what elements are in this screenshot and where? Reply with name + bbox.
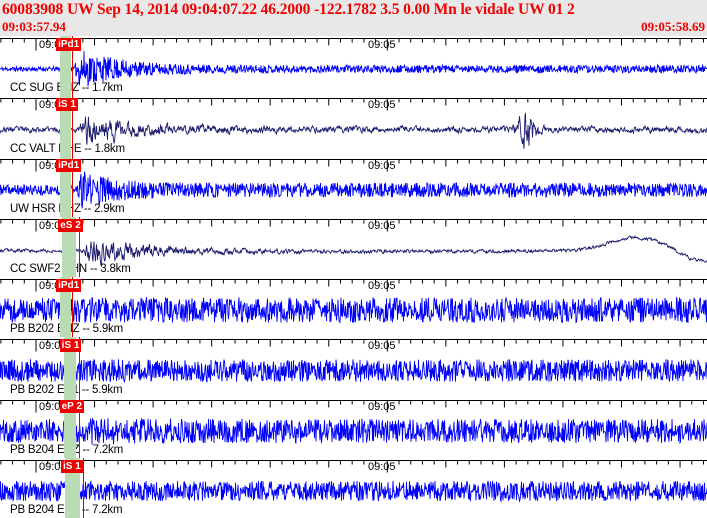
pick-uncertainty-band <box>65 458 80 518</box>
event-title: 60083908 UW Sep 14, 2014 09:04:07.22 46.… <box>2 1 575 18</box>
waveform-trace <box>0 358 707 384</box>
window-end-time: 09:05:58.69 <box>641 19 705 34</box>
phase-flag[interactable]: iPd1 <box>56 279 82 292</box>
trace-canvas <box>0 279 707 324</box>
axis-tick-label: 09:05 <box>368 99 396 111</box>
trace-canvas <box>0 460 707 503</box>
trace-canvas <box>0 339 707 384</box>
phase-pick-line[interactable] <box>79 398 81 458</box>
axis-tick-label: 09:05 <box>368 39 396 51</box>
pick-uncertainty-band <box>63 337 77 398</box>
axis-tick-label: 09:05 <box>368 160 396 172</box>
phase-flag[interactable]: eP 2 <box>59 400 85 413</box>
axis-tick-label: 09:05 <box>368 280 396 292</box>
phase-pick-line[interactable] <box>83 458 85 518</box>
trace-canvas <box>0 219 707 268</box>
phase-pick-line[interactable] <box>79 217 81 277</box>
phase-flag[interactable]: iPd1 <box>56 38 82 51</box>
trace-canvas <box>0 38 707 87</box>
pick-uncertainty-band <box>60 277 71 337</box>
waveform-trace <box>0 296 707 324</box>
axis-tick-label: 09:05 <box>368 340 396 352</box>
phase-pick-line[interactable] <box>72 157 74 217</box>
event-header: 60083908 UW Sep 14, 2014 09:04:07.22 46.… <box>0 0 707 36</box>
waveform-trace <box>0 417 707 445</box>
pick-uncertainty-band <box>60 36 71 96</box>
pick-uncertainty-band <box>63 398 77 458</box>
pick-uncertainty-band <box>62 217 77 277</box>
pick-uncertainty-band <box>60 157 71 217</box>
window-start-time: 09:03:57.94 <box>2 19 66 34</box>
waveform-trace <box>0 235 707 268</box>
phase-flag[interactable]: iPd1 <box>56 159 82 172</box>
trace-canvas <box>0 159 707 209</box>
phase-pick-line[interactable] <box>72 36 74 96</box>
axis-tick-label: 09:05 <box>368 401 396 413</box>
waveform-trace <box>0 51 707 87</box>
phase-pick-line[interactable] <box>72 96 74 157</box>
phase-flag[interactable]: iS 1 <box>56 98 78 111</box>
waveform-trace <box>0 171 707 209</box>
waveform-trace <box>0 480 707 503</box>
axis-tick-label: 09:05 <box>368 461 396 473</box>
phase-flag[interactable]: iS 1 <box>61 460 83 473</box>
phase-pick-line[interactable] <box>79 337 81 398</box>
axis-tick-label: 09:05 <box>368 220 396 232</box>
phase-flag[interactable]: eS 2 <box>58 219 83 232</box>
phase-pick-line[interactable] <box>72 277 74 337</box>
axis-tick-label: 09:04 <box>39 461 67 473</box>
phase-flag[interactable]: iS 1 <box>59 339 82 352</box>
waveform-trace <box>0 112 707 149</box>
pick-uncertainty-band <box>60 96 71 157</box>
